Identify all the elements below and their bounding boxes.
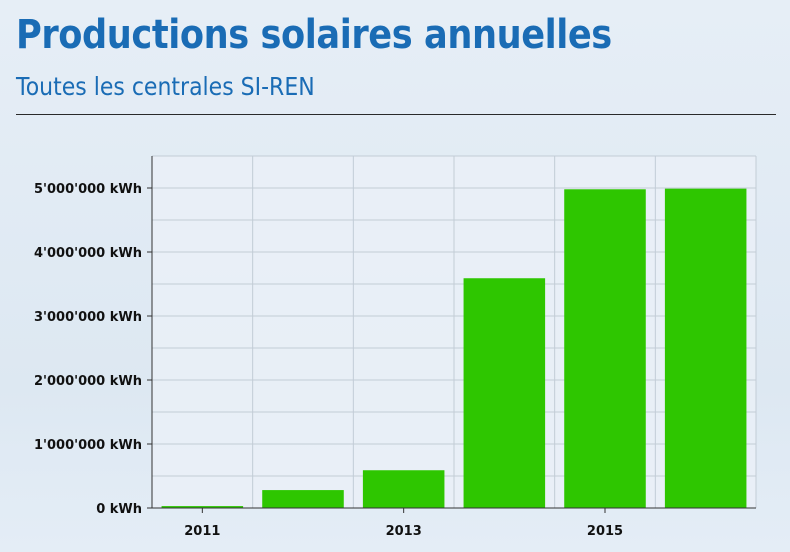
x-tick-label: 2015 [587, 524, 623, 539]
y-tick-label: 3'000'000 kWh [34, 310, 142, 325]
page-title: Productions solaires annuelles [16, 12, 612, 58]
bar-2014 [463, 278, 546, 508]
header-divider [16, 114, 776, 115]
bar-2012 [262, 490, 344, 508]
bars [161, 188, 747, 508]
bar-2015 [564, 189, 646, 508]
y-tick-label: 0 kWh [96, 502, 142, 517]
bar-2013 [362, 470, 445, 508]
x-tick-labels: 2011 2013 2015 [184, 508, 623, 539]
gridlines [152, 155, 757, 508]
y-tick-label: 2'000'000 kWh [34, 374, 142, 389]
axes [151, 156, 756, 509]
y-tick-labels: 0 kWh 1'000'000 kWh 2'000'000 kWh 3'000'000… [34, 182, 152, 517]
page-subtitle: Toutes les centrales SI-REN [16, 72, 315, 101]
x-tick-label: 2011 [184, 524, 220, 539]
y-tick-label: 4'000'000 kWh [34, 246, 142, 261]
y-tick-label: 1'000'000 kWh [34, 438, 142, 453]
bar-2016 [664, 188, 747, 508]
bar-2011 [161, 506, 244, 508]
x-tick-label: 2013 [386, 524, 422, 539]
y-tick-label: 5'000'000 kWh [34, 182, 142, 197]
